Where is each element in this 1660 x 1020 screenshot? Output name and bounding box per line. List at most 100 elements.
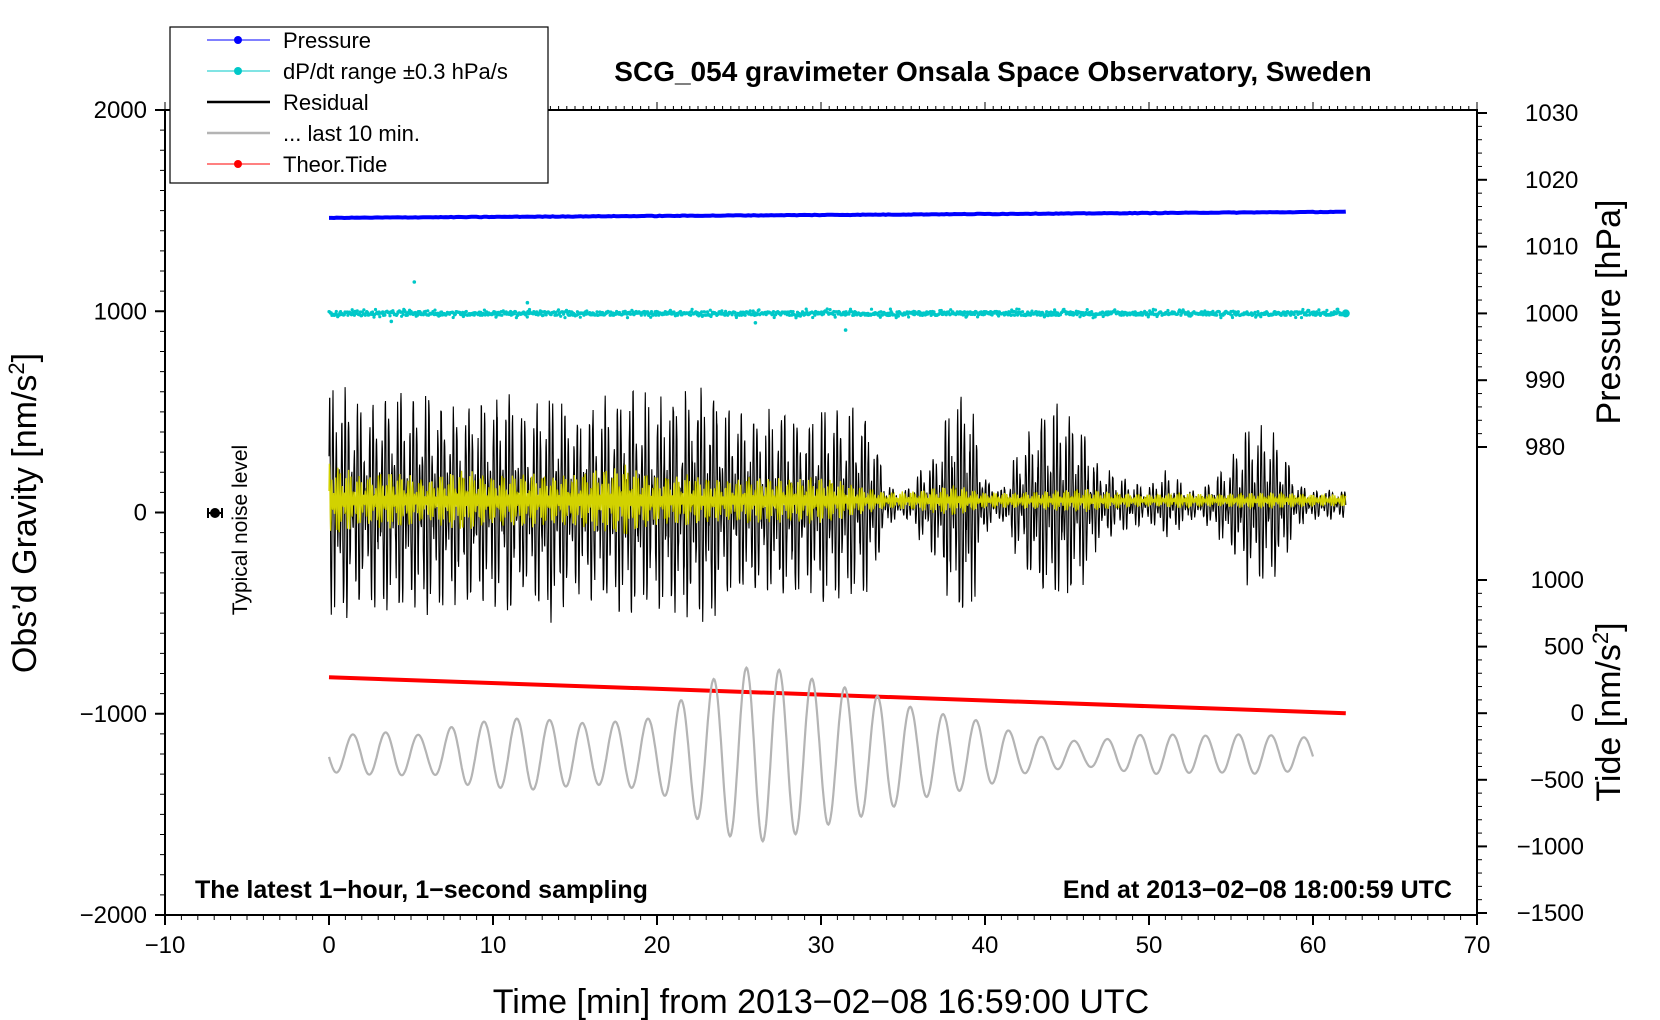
dpdt-point xyxy=(1153,308,1158,312)
dpdt-point xyxy=(990,313,994,317)
dpdt-point xyxy=(649,310,654,314)
dpdt-point xyxy=(743,313,747,317)
dpdt-point xyxy=(654,313,658,317)
dpdt-point xyxy=(362,308,366,312)
residual-yellow-series xyxy=(328,463,1347,535)
x-tick-label: 60 xyxy=(1300,932,1327,959)
dpdt-point xyxy=(625,316,630,320)
dpdt-point xyxy=(451,315,455,320)
dpdt-point xyxy=(1253,310,1257,314)
dpdt-point xyxy=(1284,313,1288,317)
y-tick-label: −2000 xyxy=(80,902,147,929)
pressure-line xyxy=(329,209,1346,221)
dpdt-point xyxy=(811,315,815,320)
dpdt-point xyxy=(879,310,883,314)
dpdt-point xyxy=(1021,310,1025,314)
dpdt-point xyxy=(585,309,589,313)
residual-yellow-line xyxy=(328,463,1347,535)
dpdt-point xyxy=(1259,315,1263,319)
dpdt-point xyxy=(1230,315,1235,320)
dpdt-point xyxy=(878,315,882,319)
x-tick-label: −10 xyxy=(145,932,186,959)
dpdt-point xyxy=(1101,314,1105,319)
dpdt-point xyxy=(896,314,901,318)
dpdt-point xyxy=(701,313,705,317)
dpdt-point xyxy=(813,313,817,317)
legend-marker xyxy=(234,36,242,44)
dpdt-point xyxy=(753,321,758,325)
dpdt-point xyxy=(426,309,430,313)
dpdt-point xyxy=(544,313,548,317)
tide-line xyxy=(328,675,1346,716)
legend-item: Residual xyxy=(207,90,369,115)
dpdt-point xyxy=(563,316,567,320)
legend-box xyxy=(169,26,549,184)
dpdt-point xyxy=(1305,313,1309,317)
dpdt-point xyxy=(734,315,739,320)
y-tick-label: 0 xyxy=(134,500,147,527)
x-tick-label: 30 xyxy=(808,932,835,959)
dpdt-point xyxy=(1299,316,1304,320)
dpdt-point xyxy=(1015,313,1020,317)
dpdt-point xyxy=(702,310,707,314)
legend: Pressure dP/dt range ±0.3 hPa/s Residual..… xyxy=(169,26,549,184)
dpdt-point xyxy=(1336,307,1340,311)
dpdt-point xyxy=(939,308,943,313)
dpdt-endpoint xyxy=(1341,309,1350,318)
dpdt-point xyxy=(1113,308,1117,312)
dpdt-point xyxy=(595,310,599,314)
dpdt-point xyxy=(1236,310,1240,314)
dpdt-point xyxy=(433,308,437,312)
dpdt-point xyxy=(527,307,532,312)
residual-line xyxy=(328,387,1347,623)
pressure-tick-label: 1030 xyxy=(1525,100,1578,127)
theor-tide-series xyxy=(328,675,1346,716)
pressure-tick-label: 1010 xyxy=(1525,234,1578,261)
chart-title: SCG_054 gravimeter Onsala Space Observat… xyxy=(614,56,1371,87)
tide-tick-label: −1500 xyxy=(1517,900,1584,927)
axis-ticks: −10 0 10 20 30 40 50 60 70200010000−1000−2000103… xyxy=(80,97,1584,959)
dpdt-point xyxy=(1148,309,1152,313)
dpdt-point xyxy=(724,309,728,313)
dpdt-point xyxy=(843,328,848,332)
dpdt-point xyxy=(794,316,798,320)
x-tick-label: 70 xyxy=(1464,932,1491,959)
legend-label: Theor.Tide xyxy=(283,152,387,177)
pressure-series xyxy=(329,209,1346,221)
dpdt-point xyxy=(373,307,378,312)
dpdt-point xyxy=(1166,308,1170,313)
y-axis-tide-title: Tide [nm/s2] xyxy=(1588,622,1628,801)
pressure-tick-label: 990 xyxy=(1525,367,1565,394)
dpdt-point xyxy=(334,309,338,314)
pressure-tick-label: 1000 xyxy=(1525,300,1578,327)
x-tick-label: 0 xyxy=(322,932,335,959)
legend-item: Pressure xyxy=(207,28,371,53)
legend-item: ... last 10 min. xyxy=(207,121,420,146)
dpdt-point xyxy=(352,313,356,317)
dpdt-point xyxy=(389,319,394,324)
dpdt-point xyxy=(888,313,892,317)
legend-label: Residual xyxy=(283,90,369,115)
dpdt-point xyxy=(1317,308,1321,312)
x-tick-label: 50 xyxy=(1136,932,1163,959)
dpdt-point xyxy=(1041,311,1045,315)
annotation-right: End at 2013−02−08 18:00:59 UTC xyxy=(1063,876,1452,904)
dpdt-point xyxy=(822,312,826,316)
pressure-tick-label: 980 xyxy=(1525,434,1565,461)
noise-label: Typical noise level xyxy=(229,445,252,615)
dpdt-point xyxy=(804,307,808,311)
dpdt-point xyxy=(363,313,367,317)
tide-tick-label: −500 xyxy=(1530,767,1584,794)
dpdt-series xyxy=(327,280,1350,332)
tide-tick-label: −1000 xyxy=(1517,833,1584,860)
dpdt-point xyxy=(690,307,694,311)
dpdt-point xyxy=(907,315,911,319)
dpdt-point xyxy=(825,307,829,311)
residual-series xyxy=(328,387,1347,623)
dpdt-point xyxy=(1085,308,1089,312)
dpdt-point xyxy=(509,309,513,314)
dpdt-point xyxy=(381,310,385,314)
dpdt-point xyxy=(689,313,693,317)
dpdt-point xyxy=(976,315,980,319)
